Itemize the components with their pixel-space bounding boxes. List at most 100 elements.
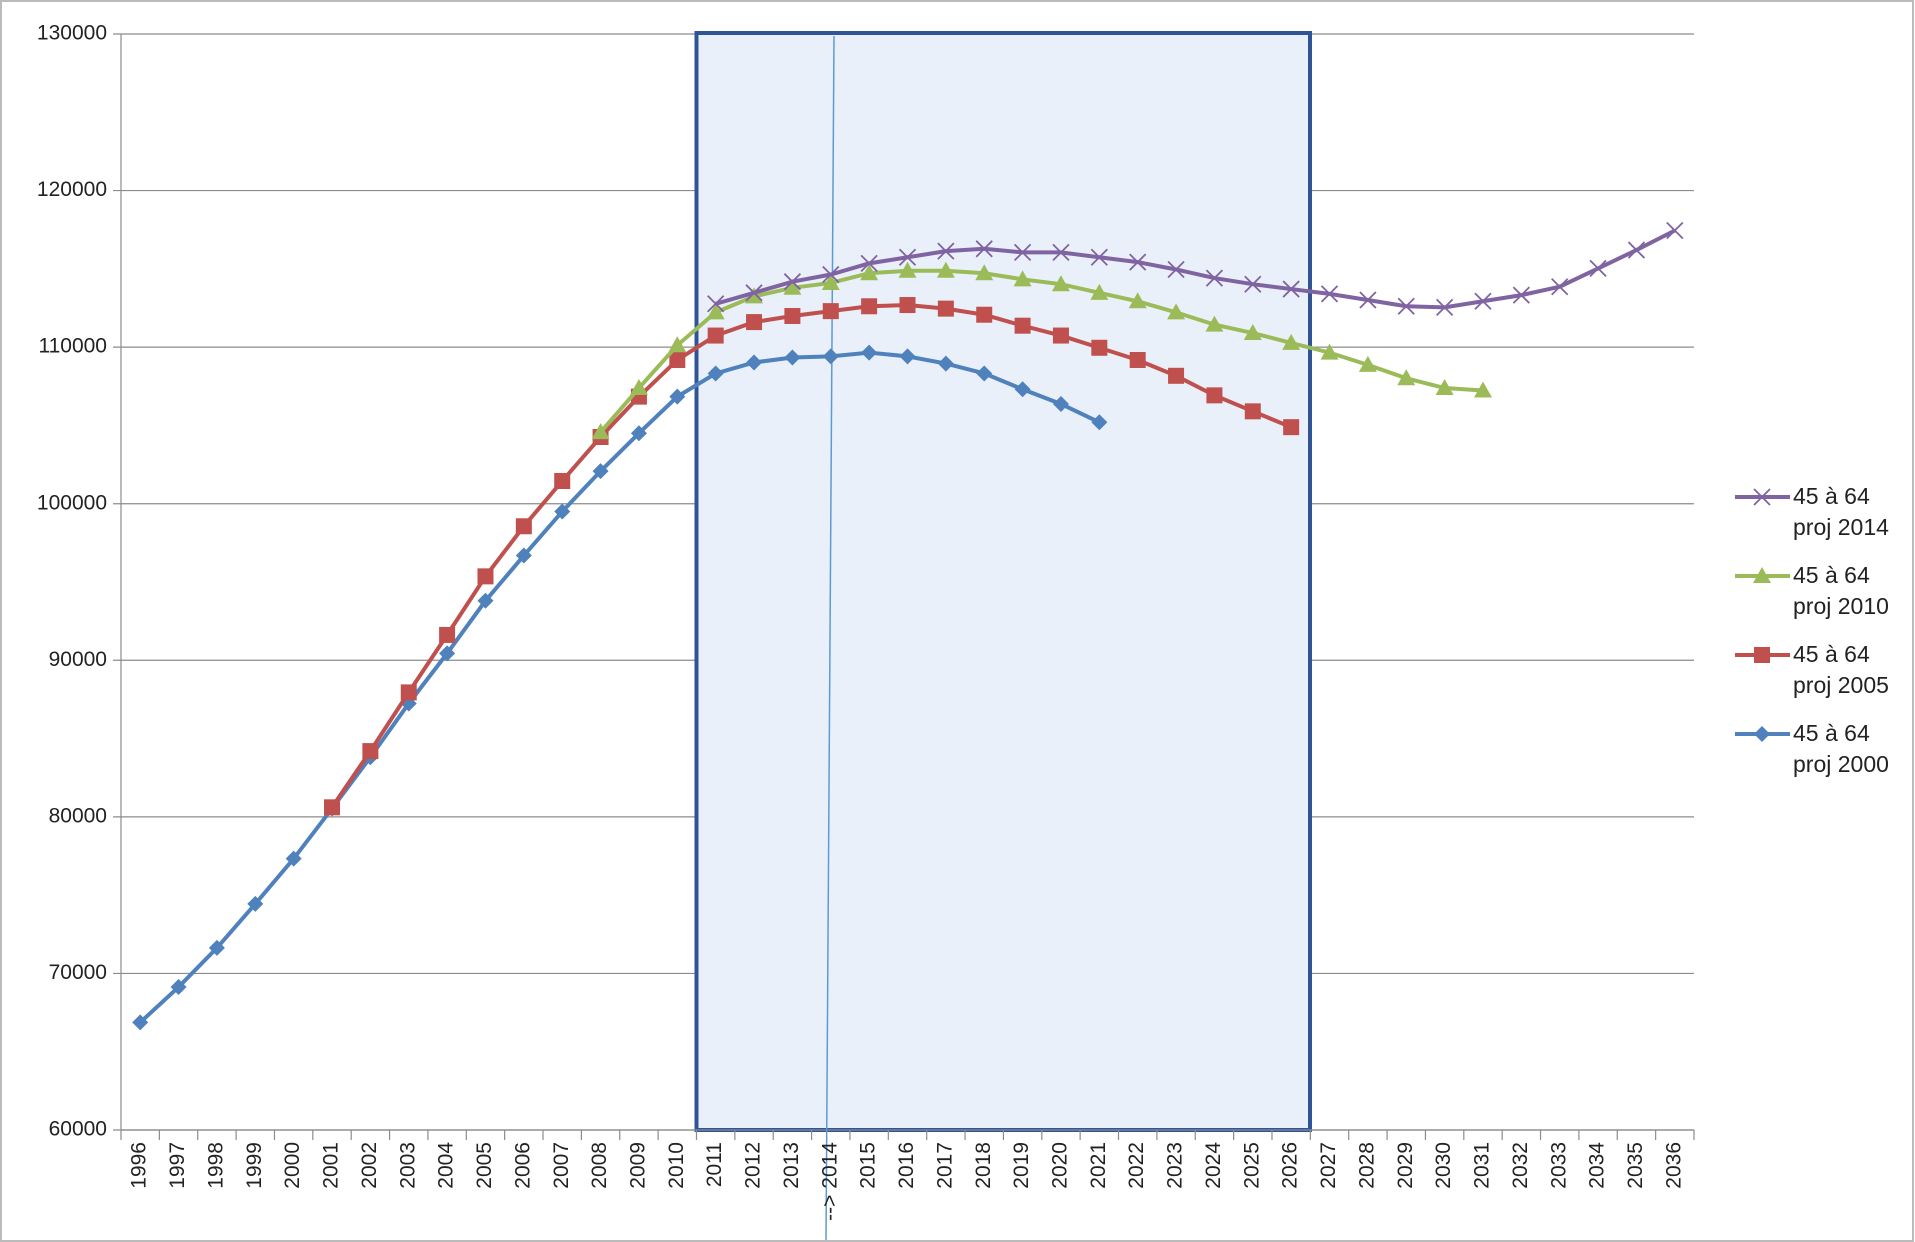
x-tick-label: 1996 xyxy=(128,1142,151,1189)
x-tick-label: 2034 xyxy=(1586,1142,1609,1189)
data-point xyxy=(707,295,725,313)
data-point xyxy=(324,799,341,816)
data-point xyxy=(1167,303,1186,320)
data-point xyxy=(1091,339,1108,356)
legend-marker xyxy=(1754,726,1770,742)
data-point xyxy=(170,979,187,996)
data-point xyxy=(1244,275,1262,293)
data-point xyxy=(477,568,494,585)
data-point xyxy=(515,547,532,564)
data-point xyxy=(400,684,417,701)
data-point xyxy=(707,365,724,382)
y-tick-label: 130000 xyxy=(37,22,107,45)
series xyxy=(707,221,1684,317)
data-point xyxy=(515,518,532,535)
x-tick-label: 2028 xyxy=(1355,1142,1378,1189)
data-point xyxy=(1014,317,1031,334)
x-tick-label: 2007 xyxy=(550,1142,573,1189)
x-tick-label: 2009 xyxy=(626,1142,649,1189)
x-tick-label: 2022 xyxy=(1125,1142,1148,1189)
x-tick-label: 2033 xyxy=(1547,1142,1570,1189)
data-point xyxy=(783,273,802,291)
data-point xyxy=(1666,221,1684,240)
data-point xyxy=(1090,283,1109,300)
data-point xyxy=(1359,291,1377,309)
x-tick-label: 2036 xyxy=(1662,1142,1685,1189)
data-point xyxy=(745,284,763,302)
x-tick-label: 2032 xyxy=(1509,1142,1532,1189)
data-point xyxy=(1129,351,1146,368)
data-point xyxy=(898,261,917,278)
data-point xyxy=(1397,369,1416,386)
y-tick-label: 80000 xyxy=(49,804,107,827)
data-point xyxy=(936,261,955,278)
data-point xyxy=(937,355,954,372)
data-point xyxy=(1013,243,1032,262)
data-point xyxy=(1397,297,1415,315)
data-point xyxy=(1320,343,1339,360)
x-tick-label: 2024 xyxy=(1202,1142,1225,1189)
highlight-box xyxy=(694,31,1312,1132)
data-point xyxy=(1358,355,1377,372)
data-point xyxy=(861,344,878,361)
legend-label: 45 à 64 proj 2010 xyxy=(1793,562,1889,619)
data-point xyxy=(1435,379,1454,396)
data-point xyxy=(1167,260,1185,279)
x-tick-label: 2004 xyxy=(435,1142,458,1189)
data-point xyxy=(746,354,763,371)
x-tick-label: 1997 xyxy=(166,1142,189,1189)
data-point xyxy=(784,307,801,324)
x-tick-label: 2003 xyxy=(396,1142,419,1189)
y-tick-label: 90000 xyxy=(49,648,107,671)
data-point xyxy=(975,240,993,258)
data-point xyxy=(1052,395,1069,412)
data-point xyxy=(1128,292,1147,309)
data-point xyxy=(1551,278,1569,296)
x-tick-label: 2021 xyxy=(1087,1142,1110,1189)
data-point xyxy=(1282,280,1300,298)
legend-marker xyxy=(1753,567,1771,583)
data-point xyxy=(1013,270,1032,287)
data-point xyxy=(592,463,609,480)
data-point xyxy=(1129,253,1147,271)
marker-line xyxy=(825,35,835,1241)
data-point xyxy=(899,297,916,314)
legend-item xyxy=(1735,488,1790,506)
data-point xyxy=(554,503,571,520)
data-point xyxy=(668,336,687,353)
x-tick-label: 2017 xyxy=(933,1142,956,1189)
legend-label: 45 à 64 proj 2000 xyxy=(1793,720,1889,777)
data-point xyxy=(783,278,802,295)
series xyxy=(132,344,1108,1031)
data-point xyxy=(132,1014,149,1031)
y-tick-label: 110000 xyxy=(38,335,107,358)
x-tick-label: 2008 xyxy=(588,1142,611,1189)
legend-item xyxy=(1735,726,1790,742)
y-tick-label: 60000 xyxy=(49,1118,107,1141)
x-tick-label: 2016 xyxy=(895,1142,918,1189)
x-tick-label: 2018 xyxy=(972,1142,995,1189)
x-tick-label: 1998 xyxy=(204,1142,227,1189)
data-point xyxy=(1051,275,1070,292)
data-point xyxy=(1320,285,1339,303)
data-point xyxy=(1435,298,1454,317)
x-tick-label: 1999 xyxy=(243,1142,266,1189)
x-tick-label: 2012 xyxy=(742,1142,765,1189)
data-point xyxy=(784,349,801,366)
x-tick-label: 2025 xyxy=(1240,1142,1263,1189)
data-point xyxy=(1205,315,1224,332)
x-tick-label: 2001 xyxy=(320,1142,343,1189)
x-tick-label: 2011 xyxy=(703,1142,726,1187)
data-point xyxy=(860,264,879,281)
data-point xyxy=(976,365,993,382)
data-point xyxy=(362,743,379,760)
data-point xyxy=(1589,259,1607,278)
data-point xyxy=(937,300,954,317)
x-tick-label: 2030 xyxy=(1432,1142,1455,1189)
data-point xyxy=(822,348,839,365)
data-point xyxy=(821,273,840,290)
data-point xyxy=(1282,333,1301,350)
